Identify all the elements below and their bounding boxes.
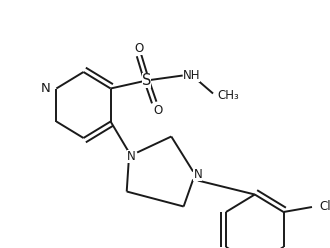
Text: Cl: Cl <box>319 200 330 214</box>
Text: S: S <box>142 73 151 88</box>
Text: N: N <box>127 150 136 163</box>
Text: N: N <box>193 168 202 181</box>
Text: NH: NH <box>183 69 200 82</box>
Text: O: O <box>134 42 144 55</box>
Text: O: O <box>153 104 163 117</box>
Text: N: N <box>41 82 51 95</box>
Text: CH₃: CH₃ <box>218 89 240 102</box>
